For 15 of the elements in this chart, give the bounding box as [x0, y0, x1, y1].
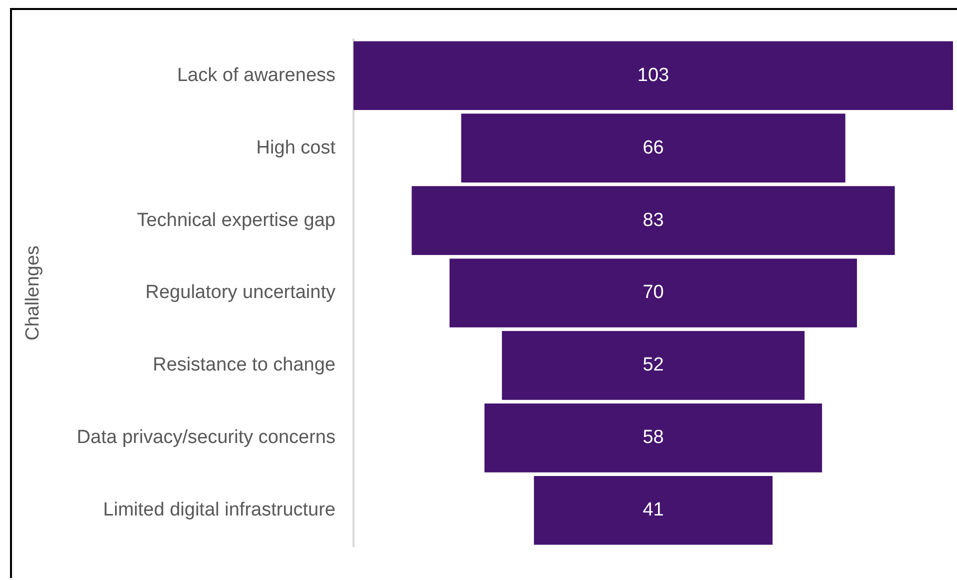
category-label: Technical expertise gap: [136, 210, 336, 231]
data-label: 52: [642, 354, 664, 376]
data-label: 103: [637, 64, 670, 86]
category-label: Resistance to change: [152, 354, 336, 376]
data-label: 58: [642, 427, 664, 448]
text: Challenges: [22, 245, 44, 341]
data-label: 66: [642, 137, 664, 158]
data-label: 41: [642, 500, 664, 521]
category-label: Limited digital infrastructure: [103, 500, 336, 521]
category-label: High cost: [256, 137, 336, 158]
data-label: 83: [642, 210, 664, 231]
category-label: Regulatory uncertainty: [145, 282, 336, 304]
data-label: 70: [642, 282, 664, 304]
category-label: Data privacy/security concerns: [76, 427, 336, 448]
category-label: Lack of awareness: [177, 64, 336, 86]
